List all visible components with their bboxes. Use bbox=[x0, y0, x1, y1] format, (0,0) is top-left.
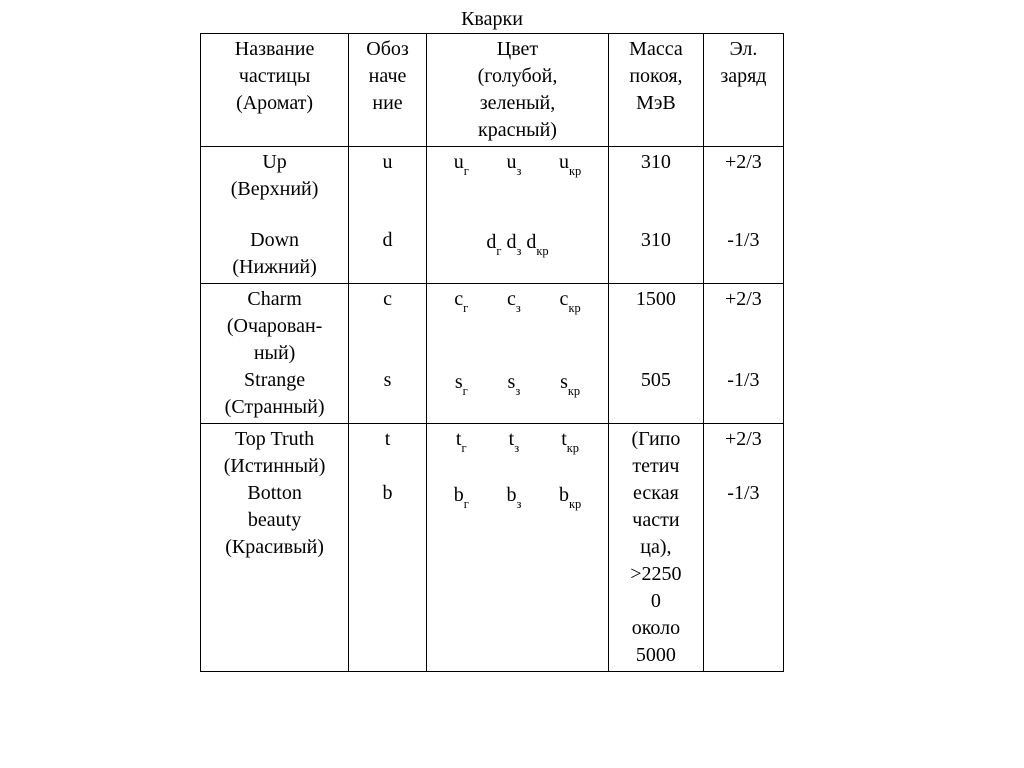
col-header-charge: Эл.заряд bbox=[703, 34, 783, 147]
col-header-mass: Массапокоя,МэВ bbox=[609, 34, 704, 147]
quarks-table: Название частицы (Аромат) Обозначение Цв… bbox=[200, 33, 784, 672]
col-header-symbol: Обозначение bbox=[349, 34, 427, 147]
cell-color: uг uз uкр dг dз dкр bbox=[426, 147, 608, 284]
cell-name: Top Truth (Истинный) Botton beauty (Крас… bbox=[201, 424, 349, 672]
table-row: Top Truth (Истинный) Botton beauty (Крас… bbox=[201, 424, 784, 672]
cell-mass: 1500 505 bbox=[609, 284, 704, 424]
cell-name: Up (Верхний) Down (Нижний) bbox=[201, 147, 349, 284]
cell-mass: (Гипо тетич еская части ца), >2250 0 око… bbox=[609, 424, 704, 672]
cell-color: cг cз cкр sг sз sкр bbox=[426, 284, 608, 424]
col-header-color: Цвет (голубой, зеленый, красный) bbox=[426, 34, 608, 147]
cell-charge: +2/3 -1/3 bbox=[703, 424, 783, 672]
name-ru: (Нижний) bbox=[205, 254, 344, 281]
cell-symbol: t b bbox=[349, 424, 427, 672]
cell-charge: +2/3 -1/3 bbox=[703, 147, 783, 284]
name-ru: (Верхний) bbox=[205, 176, 344, 203]
name-en: Down bbox=[205, 227, 344, 254]
cell-mass: 310 310 bbox=[609, 147, 704, 284]
table-row: Charm (Очарован- ный) Strange (Странный)… bbox=[201, 284, 784, 424]
table-row: Up (Верхний) Down (Нижний) u d uг uз uкр… bbox=[201, 147, 784, 284]
cell-symbol: c s bbox=[349, 284, 427, 424]
table-title: Кварки bbox=[200, 8, 784, 31]
cell-symbol: u d bbox=[349, 147, 427, 284]
table-header-row: Название частицы (Аромат) Обозначение Цв… bbox=[201, 34, 784, 147]
name-en: Up bbox=[205, 149, 344, 176]
cell-color: tг tз tкр bг bз bкр bbox=[426, 424, 608, 672]
cell-charge: +2/3 -1/3 bbox=[703, 284, 783, 424]
cell-name: Charm (Очарован- ный) Strange (Странный) bbox=[201, 284, 349, 424]
col-header-name: Название частицы (Аромат) bbox=[201, 34, 349, 147]
